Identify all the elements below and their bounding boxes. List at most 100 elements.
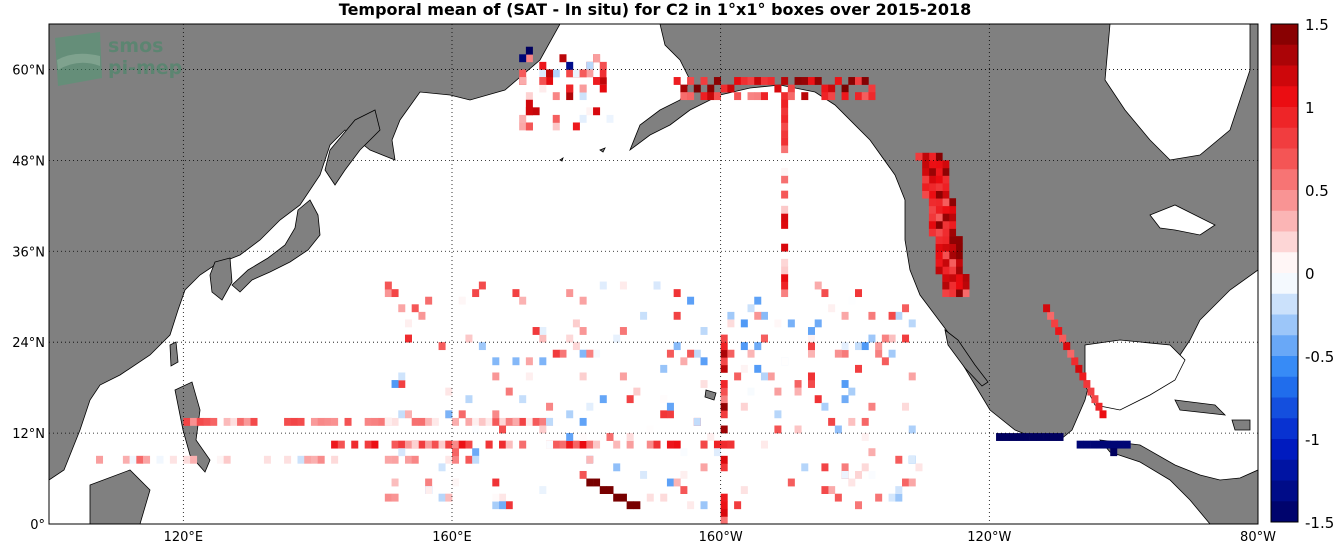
data-cell	[579, 114, 587, 123]
data-cell	[834, 493, 842, 502]
data-cell	[418, 440, 426, 449]
data-cell	[566, 334, 574, 343]
data-cell	[841, 410, 849, 419]
data-cell	[942, 167, 950, 176]
data-cell	[398, 440, 406, 449]
data-cell	[740, 342, 748, 351]
data-cell	[310, 455, 318, 464]
data-cell	[908, 478, 916, 487]
longitude-label: 120°E	[164, 530, 204, 544]
data-cell	[902, 402, 910, 411]
data-cell	[1051, 319, 1059, 328]
data-cell	[566, 410, 574, 419]
data-cell	[465, 334, 473, 343]
data-cell	[599, 61, 607, 70]
data-cell	[781, 167, 789, 176]
data-cell	[935, 251, 943, 260]
data-cell	[351, 440, 359, 449]
data-cell	[384, 493, 392, 502]
data-cell	[519, 77, 527, 85]
data-cell	[404, 455, 412, 464]
data-cell	[673, 289, 681, 298]
data-cell	[680, 448, 688, 457]
colorbar-tick-label: 0	[1305, 265, 1315, 283]
data-cell	[190, 417, 198, 426]
data-cell	[505, 440, 513, 449]
data-cell	[720, 402, 728, 411]
data-cell	[666, 478, 674, 487]
data-cell	[431, 417, 439, 426]
data-cell	[525, 99, 533, 108]
data-cell	[922, 183, 930, 191]
data-cell	[720, 357, 728, 366]
data-cell	[579, 470, 587, 479]
data-cell	[720, 410, 728, 419]
data-cell	[1123, 440, 1131, 449]
data-cell	[512, 289, 520, 298]
data-cell	[935, 152, 943, 161]
data-cell	[478, 342, 486, 351]
data-cell	[364, 440, 372, 449]
data-cell	[129, 455, 137, 464]
data-cell	[680, 486, 688, 494]
data-cell	[425, 486, 433, 494]
data-cell	[445, 410, 453, 419]
data-cell	[747, 349, 755, 358]
data-cell	[519, 122, 527, 131]
data-cell	[492, 410, 500, 419]
data-cell	[794, 380, 802, 388]
latitude-label: 36°N	[12, 245, 45, 260]
data-cell	[781, 77, 789, 85]
data-cell	[633, 501, 641, 510]
data-cell	[606, 69, 614, 78]
data-cell	[425, 440, 433, 449]
data-cell	[465, 440, 473, 449]
data-cell	[781, 205, 789, 214]
data-cell	[478, 417, 486, 426]
data-cell	[935, 190, 943, 199]
map-title: Temporal mean of (SAT - In situ) for C2 …	[338, 0, 972, 19]
water-hudson-bay	[1104, 24, 1251, 161]
data-cell	[452, 478, 460, 487]
land-korea	[209, 257, 233, 301]
data-cell	[391, 493, 399, 502]
data-cell	[525, 54, 533, 63]
data-cell	[720, 516, 728, 524]
data-cell	[613, 463, 621, 472]
data-cell	[452, 417, 460, 426]
data-cell	[687, 77, 695, 85]
colorbar-segment	[1271, 293, 1298, 315]
data-cell	[942, 160, 950, 169]
data-cell	[203, 417, 211, 426]
data-cell	[552, 114, 560, 123]
data-cell	[391, 440, 399, 449]
data-cell	[781, 281, 789, 290]
data-cell	[680, 357, 688, 366]
data-cell	[687, 296, 695, 305]
data-cell	[895, 493, 903, 502]
colorbar-segment	[1271, 86, 1298, 108]
data-cell	[404, 319, 412, 328]
data-cell	[317, 417, 325, 426]
data-cell	[855, 77, 863, 85]
data-cell	[539, 486, 547, 494]
data-cell	[586, 402, 594, 411]
data-cell	[539, 327, 547, 335]
colorbar-segment	[1271, 169, 1298, 191]
data-cell	[922, 190, 930, 199]
data-cell	[539, 417, 547, 426]
data-cell	[445, 440, 453, 449]
data-cell	[949, 205, 957, 214]
data-cell	[384, 455, 392, 464]
data-cell	[942, 243, 950, 252]
data-cell	[942, 198, 950, 207]
data-cell	[599, 77, 607, 85]
data-cell	[452, 448, 460, 457]
data-cell	[935, 183, 943, 191]
data-cell	[599, 281, 607, 290]
data-cell	[572, 69, 580, 78]
data-cell	[895, 486, 903, 494]
data-cell	[787, 478, 795, 487]
data-cell	[492, 493, 500, 502]
data-cell	[828, 486, 836, 494]
